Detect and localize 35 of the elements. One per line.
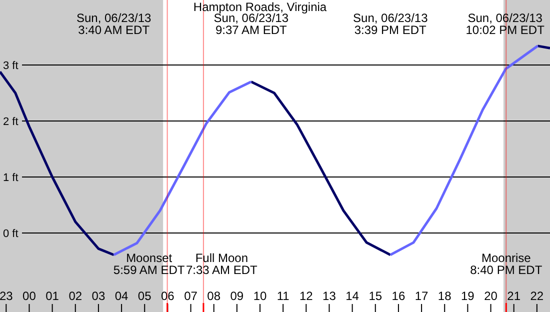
x-tick-label: 20: [484, 289, 498, 303]
x-tick-label: 19: [461, 289, 475, 303]
annotation: Sun, 06/23/13 3:40 AM EDT: [76, 11, 152, 37]
x-tick-label: 09: [230, 289, 244, 303]
x-tick-label: 13: [322, 289, 336, 303]
x-tick-label: 04: [114, 289, 129, 303]
x-tick-label: 08: [207, 289, 221, 303]
x-tick-label: 22: [530, 289, 544, 303]
x-tick-label: 12: [299, 289, 314, 303]
x-tick-label: 23: [0, 289, 14, 303]
x-tick-label: 06: [161, 289, 175, 303]
x-tick-label: 05: [138, 289, 152, 303]
x-tick-label: 15: [368, 289, 382, 303]
x-tick-label: 11: [276, 289, 290, 303]
y-tick-label: 0 ft: [3, 228, 18, 240]
annotation: Sun, 06/23/13 10:02 PM EDT: [466, 11, 546, 37]
x-tick-label: 02: [68, 289, 82, 303]
chart-title: Hampton Roads, Virginia: [193, 0, 327, 14]
x-tick-label: 16: [392, 289, 406, 303]
y-tick-label: 3 ft: [3, 60, 18, 72]
x-tick-label: 14: [346, 289, 360, 303]
y-tick-label: 2 ft: [3, 116, 18, 128]
annotation: Sun, 06/23/13 3:39 PM EDT: [353, 11, 428, 37]
x-tick-label: 18: [438, 289, 452, 303]
ref-line-label: Moonset 5:59 AM EDT: [113, 251, 186, 277]
y-tick-label: 1 ft: [3, 172, 18, 184]
x-tick-label: 10: [253, 289, 267, 303]
x-tick-label: 01: [46, 289, 60, 303]
x-tick-label: 03: [92, 289, 106, 303]
x-tick-label: 00: [22, 289, 36, 303]
ref-line-label: Full Moon 7:33 AM EDT: [186, 251, 258, 277]
x-tick-label: 21: [507, 289, 521, 303]
x-tick-label: 17: [414, 289, 429, 303]
ref-line-label: Moonrise 8:40 PM EDT: [470, 251, 543, 277]
x-tick-label: 07: [184, 289, 198, 303]
